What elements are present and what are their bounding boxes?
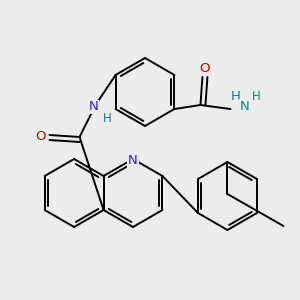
Text: H: H <box>252 89 261 103</box>
Text: O: O <box>35 130 46 143</box>
Text: O: O <box>199 61 210 74</box>
Text: N: N <box>89 100 98 113</box>
Text: H: H <box>230 89 240 103</box>
Text: N: N <box>240 100 249 112</box>
Text: N: N <box>128 154 138 167</box>
Text: H: H <box>103 112 112 125</box>
